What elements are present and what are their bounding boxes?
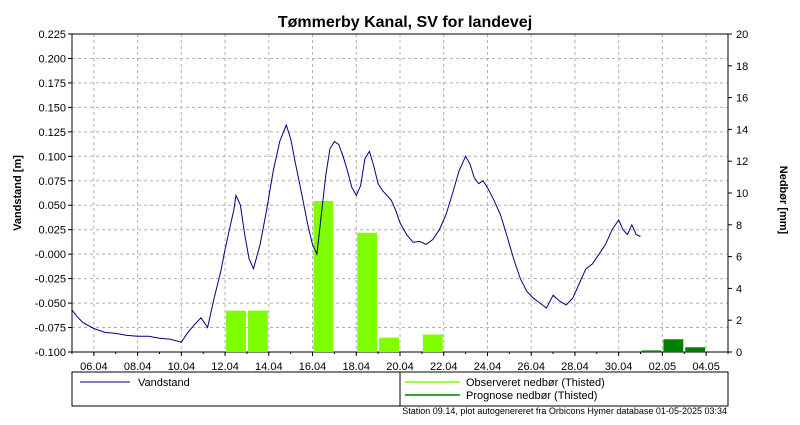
x-tick-label: 30.04 [605,361,633,373]
legend: Vandstand Observeret nedbør (Thisted) Pr… [71,371,729,407]
y-right-tick-label: 6 [736,252,742,264]
y-left-tick-label: 0.050 [38,200,66,212]
y-right-tick-label: 8 [736,220,742,232]
x-tick-label: 14.04 [255,361,283,373]
x-ticks: 06.04 08.04 10.04 12.04 14.04 16.04 18.04 20.04… [71,352,729,373]
y-right-tick-label: 20 [736,29,748,41]
x-tick-label: 02.05 [649,361,677,373]
legend-label-prognose: Prognose nedbør (Thisted) [466,390,597,402]
y-right-tick-label: 0 [736,347,742,359]
bar-observeret [379,337,399,352]
x-tick-label: 22.04 [430,361,458,373]
bar-prognose [685,347,706,352]
y-right-tick-label: 2 [736,315,742,327]
y-left-tick-label: 0.075 [38,176,66,188]
y-left-tick-label: -0.025 [35,274,66,286]
footer-text: Station 09.14, plot autogenereret fra Or… [402,406,727,416]
legend-label-observeret: Observeret nedbør (Thisted) [466,377,605,389]
bar-observeret [226,310,246,352]
y-right-tick-label: 4 [736,283,742,295]
x-tick-label: 26.04 [517,361,545,373]
y-left-tick-label: 0.200 [38,53,66,65]
y-left-tick-label: 0.025 [38,225,66,237]
y-right-tick-label: 14 [736,124,748,136]
x-tick-label: 12.04 [211,361,239,373]
precipitation-bars [226,200,706,352]
bar-observeret [357,232,378,352]
y-left-tick-label: 0.125 [38,127,66,139]
vandstand-line [71,123,641,343]
x-tick-label: 06.04 [80,361,108,373]
y-right-tick-label: 18 [736,61,748,73]
y-left-tick-label: 0.100 [38,151,66,163]
bar-prognose [663,339,684,352]
x-tick-label: 20.04 [386,361,414,373]
x-tick-label: 04.05 [692,361,720,373]
y-right-tick-label: 10 [736,188,748,200]
x-tick-label: 16.04 [299,361,327,373]
y-left-tick-label: -0.050 [35,298,66,310]
bar-observeret [422,334,443,352]
legend-label-vandstand: Vandstand [138,377,190,389]
y-left-tick-label: -0.100 [35,347,66,359]
y-left-label: Vandstand [m] [12,155,24,231]
x-tick-label: 18.04 [343,361,371,373]
chart-title: Tømmerby Kanal, SV for landevej [278,14,532,31]
y-right-tick-label: 16 [736,93,748,105]
x-tick-label: 28.04 [561,361,589,373]
y-left-tick-label: 0.225 [38,29,66,41]
y-left-tick-label: -0.000 [35,249,66,261]
y-left-tick-label: -0.075 [35,323,66,335]
y-right-tick-label: 12 [736,156,748,168]
x-tick-label: 10.04 [168,361,196,373]
y-left-tick-label: 0.150 [38,102,66,114]
x-tick-label: 08.04 [124,361,152,373]
y-left-tick-label: 0.175 [38,78,66,90]
grid [72,34,728,352]
y-right-label: Nedbør [mm] [777,166,789,235]
y-left-ticks: 0.225 0.200 0.175 0.150 0.125 0.100 0.075 0.050… [35,29,72,359]
bar-prognose [641,350,662,352]
bar-observeret [247,310,268,352]
x-tick-label: 24.04 [474,361,502,373]
water-level-line [71,123,641,343]
bar-observeret [313,200,334,352]
